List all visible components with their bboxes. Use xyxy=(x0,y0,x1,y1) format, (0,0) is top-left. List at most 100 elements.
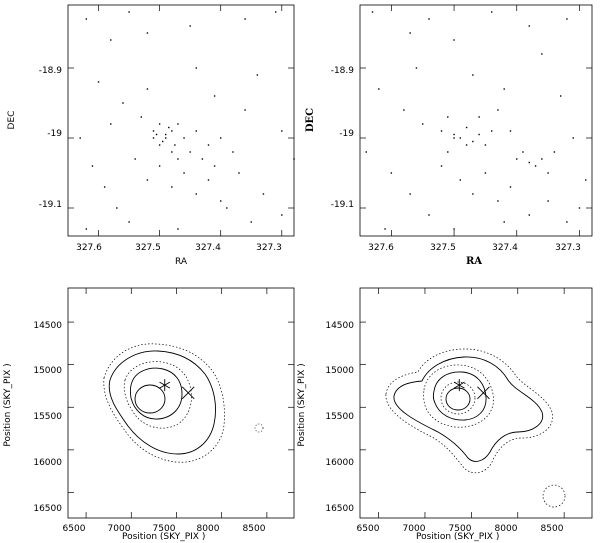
cross-marker xyxy=(477,386,490,400)
data-point xyxy=(453,133,455,136)
data-point xyxy=(572,137,574,139)
data-point xyxy=(547,172,549,174)
xtick-label: 8000 xyxy=(197,524,220,534)
data-point xyxy=(528,161,530,164)
asterisk-marker xyxy=(453,381,465,389)
ytick-label: -19.1 xyxy=(331,200,354,210)
data-point xyxy=(183,137,185,139)
data-point xyxy=(447,151,449,153)
data-point xyxy=(158,144,161,146)
data-point xyxy=(484,144,487,146)
xtick-label: 6500 xyxy=(357,524,380,534)
ytick-label: 16500 xyxy=(33,504,62,514)
data-point xyxy=(220,137,222,139)
data-point xyxy=(415,67,418,69)
data-point xyxy=(226,207,228,209)
data-point xyxy=(509,186,512,188)
data-point xyxy=(220,200,222,202)
ytick-label: 16500 xyxy=(325,504,354,514)
ylabel-top-right: DEC xyxy=(305,108,316,132)
ytick-label: 15000 xyxy=(325,366,354,376)
data-point xyxy=(195,193,197,195)
data-point xyxy=(428,214,430,216)
panel-frame-bottom-left xyxy=(67,287,295,519)
data-point xyxy=(171,151,173,153)
data-point xyxy=(207,144,210,146)
data-point xyxy=(155,133,158,136)
data-point xyxy=(403,109,405,111)
data-point xyxy=(365,151,367,153)
ylabel-top-left: DEC xyxy=(7,111,17,130)
ytick-label: 15000 xyxy=(33,366,62,376)
ytick-label: -19 xyxy=(47,129,62,139)
data-point xyxy=(522,151,524,153)
data-point xyxy=(238,172,240,174)
data-point xyxy=(91,165,94,167)
data-point xyxy=(189,151,191,153)
ytick-label: -18.9 xyxy=(331,66,355,76)
data-point xyxy=(128,221,130,223)
data-point xyxy=(409,32,411,34)
xtick-label: 7500 xyxy=(449,524,472,534)
xtick-label: 327.6 xyxy=(76,243,102,253)
data-point xyxy=(152,130,155,132)
data-point xyxy=(140,116,142,118)
ylabel-bottom-left: Position (SKY_PIX ) xyxy=(3,363,13,446)
contour-inner-dotted xyxy=(423,364,494,428)
xlabel-bottom-left: Position (SKY_PIX ) xyxy=(122,532,205,542)
ytick-label: 14500 xyxy=(325,321,354,331)
xlabel-top-right: RA xyxy=(466,256,482,267)
data-point xyxy=(168,126,170,129)
data-point xyxy=(207,179,210,181)
contour-inner-solid xyxy=(129,367,183,420)
data-point xyxy=(440,165,443,167)
data-point xyxy=(177,158,179,160)
data-point xyxy=(541,53,543,55)
data-point xyxy=(509,130,512,132)
ytick-label: -19.1 xyxy=(39,200,62,210)
data-point xyxy=(559,95,562,97)
data-point xyxy=(171,186,173,188)
data-point xyxy=(146,32,149,34)
data-point xyxy=(490,11,493,13)
contour-core-dotted xyxy=(440,381,476,415)
ylabel-bottom-right: Position (SKY_PIX ) xyxy=(297,363,307,446)
contour-small-dotted xyxy=(254,423,264,433)
panel-frame-bottom-right xyxy=(359,287,593,519)
ytick-label: 16000 xyxy=(33,458,62,468)
contour-solid xyxy=(108,350,216,455)
data-point xyxy=(453,39,455,41)
panel-frame-top-right xyxy=(359,4,593,237)
data-point xyxy=(262,193,265,195)
data-point xyxy=(195,67,197,69)
xtick-label: 8500 xyxy=(541,524,564,534)
data-point xyxy=(128,11,130,13)
xtick-label: 327.4 xyxy=(492,243,518,253)
data-point xyxy=(497,109,499,111)
data-point xyxy=(478,133,480,136)
data-point xyxy=(371,11,374,13)
data-point xyxy=(516,158,518,160)
data-point xyxy=(232,151,234,153)
beam-circle-dotted xyxy=(542,484,566,508)
data-point xyxy=(534,165,537,167)
cross-marker xyxy=(181,386,195,400)
data-point xyxy=(110,123,112,125)
data-point xyxy=(409,193,411,195)
data-point xyxy=(497,200,499,202)
data-point xyxy=(195,130,197,132)
data-point xyxy=(152,137,155,139)
data-point xyxy=(244,18,246,20)
contour-core xyxy=(445,387,471,411)
ytick-label: -18.9 xyxy=(39,66,63,76)
data-point xyxy=(585,179,587,181)
data-point xyxy=(528,214,530,216)
data-point xyxy=(428,18,430,20)
xtick-label: 327.3 xyxy=(256,243,282,253)
data-point xyxy=(171,130,173,132)
data-point xyxy=(422,123,424,125)
data-point xyxy=(459,137,462,139)
data-point xyxy=(541,158,543,160)
xtick-label: 7000 xyxy=(108,524,131,534)
